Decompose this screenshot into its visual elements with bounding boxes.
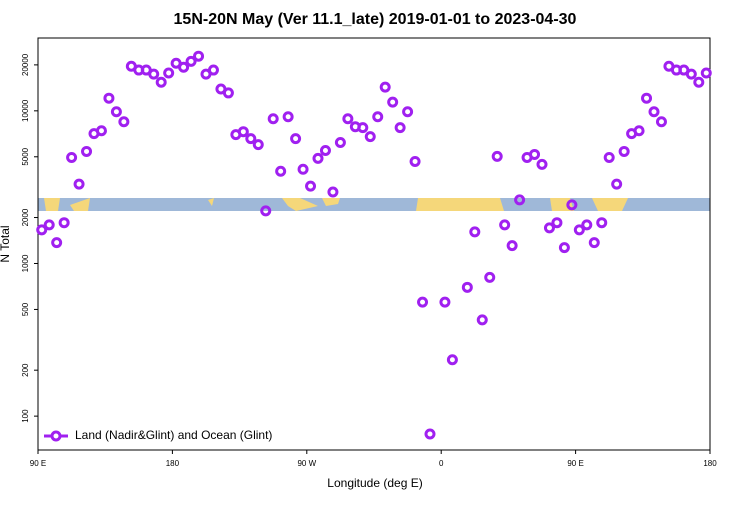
point <box>603 151 615 163</box>
point <box>394 122 406 134</box>
point <box>148 68 160 80</box>
point <box>700 67 712 79</box>
point <box>51 237 63 249</box>
point <box>693 76 705 88</box>
point <box>297 163 309 175</box>
y-tick-label: 10000 <box>21 99 30 122</box>
y-tick-label: 500 <box>21 302 30 316</box>
point <box>290 133 302 145</box>
y-tick-label: 5000 <box>21 147 30 165</box>
point <box>95 125 107 137</box>
point <box>409 155 421 167</box>
point <box>588 237 600 249</box>
point <box>402 106 414 118</box>
point <box>36 224 48 236</box>
x-tick-label: 90 E <box>567 459 583 468</box>
point <box>163 67 175 79</box>
point <box>558 242 570 254</box>
point <box>476 314 488 326</box>
point <box>222 87 234 99</box>
x-tick-label: 0 <box>439 459 444 468</box>
point <box>193 50 205 62</box>
y-tick-label: 1000 <box>21 254 30 272</box>
point <box>387 96 399 108</box>
point <box>185 55 197 67</box>
point <box>260 205 272 217</box>
x-tick-label: 90 E <box>30 459 46 468</box>
point <box>43 219 55 231</box>
point <box>633 125 645 137</box>
point <box>417 296 429 308</box>
point <box>267 113 279 125</box>
point <box>178 61 190 73</box>
point <box>81 145 93 157</box>
point <box>566 199 578 211</box>
point <box>282 111 294 123</box>
x-tick-label: 180 <box>703 459 717 468</box>
point <box>618 145 630 157</box>
point <box>491 150 503 162</box>
point <box>506 240 518 252</box>
point <box>155 76 167 88</box>
point <box>305 180 317 192</box>
legend-marker <box>50 430 62 442</box>
point <box>66 151 78 163</box>
point <box>484 271 496 283</box>
chart-title: 15N-20N May (Ver 11.1_late) 2019-01-01 t… <box>174 11 577 28</box>
point <box>245 133 257 145</box>
point <box>514 194 526 206</box>
point <box>529 148 541 160</box>
y-tick-label: 2000 <box>21 208 30 226</box>
point <box>461 281 473 293</box>
point <box>596 217 608 229</box>
point <box>103 92 115 104</box>
point <box>110 106 122 118</box>
x-tick-label: 90 W <box>297 459 316 468</box>
point <box>275 165 287 177</box>
point <box>641 92 653 104</box>
point <box>581 219 593 231</box>
legend-label: Land (Nadir&Glint) and Ocean (Glint) <box>75 428 272 442</box>
point <box>312 152 324 164</box>
x-axis-label: Longitude (deg E) <box>327 476 422 490</box>
point <box>551 217 563 229</box>
point <box>499 219 511 231</box>
point <box>357 122 369 134</box>
point <box>334 137 346 149</box>
point <box>379 81 391 93</box>
point <box>73 178 85 190</box>
point <box>118 116 130 128</box>
x-tick-label: 180 <box>166 459 180 468</box>
point <box>424 428 436 440</box>
y-tick-label: 20000 <box>21 53 30 76</box>
point <box>655 116 667 128</box>
point <box>372 111 384 123</box>
point <box>207 64 219 76</box>
point <box>685 68 697 80</box>
land-ocean-strip <box>38 198 710 211</box>
point <box>237 126 249 138</box>
plot-frame <box>37 37 711 451</box>
y-tick-label: 100 <box>21 409 30 423</box>
point <box>319 144 331 156</box>
point <box>573 224 585 236</box>
point <box>364 131 376 143</box>
y-tick-label: 200 <box>21 363 30 377</box>
point <box>536 158 548 170</box>
point <box>439 296 451 308</box>
point <box>469 226 481 238</box>
point <box>327 186 339 198</box>
point <box>446 354 458 366</box>
point <box>58 217 70 229</box>
point <box>648 106 660 118</box>
y-axis-label: N Total <box>0 225 12 262</box>
point <box>611 178 623 190</box>
point <box>252 139 264 151</box>
point <box>543 222 555 234</box>
point <box>342 113 354 125</box>
